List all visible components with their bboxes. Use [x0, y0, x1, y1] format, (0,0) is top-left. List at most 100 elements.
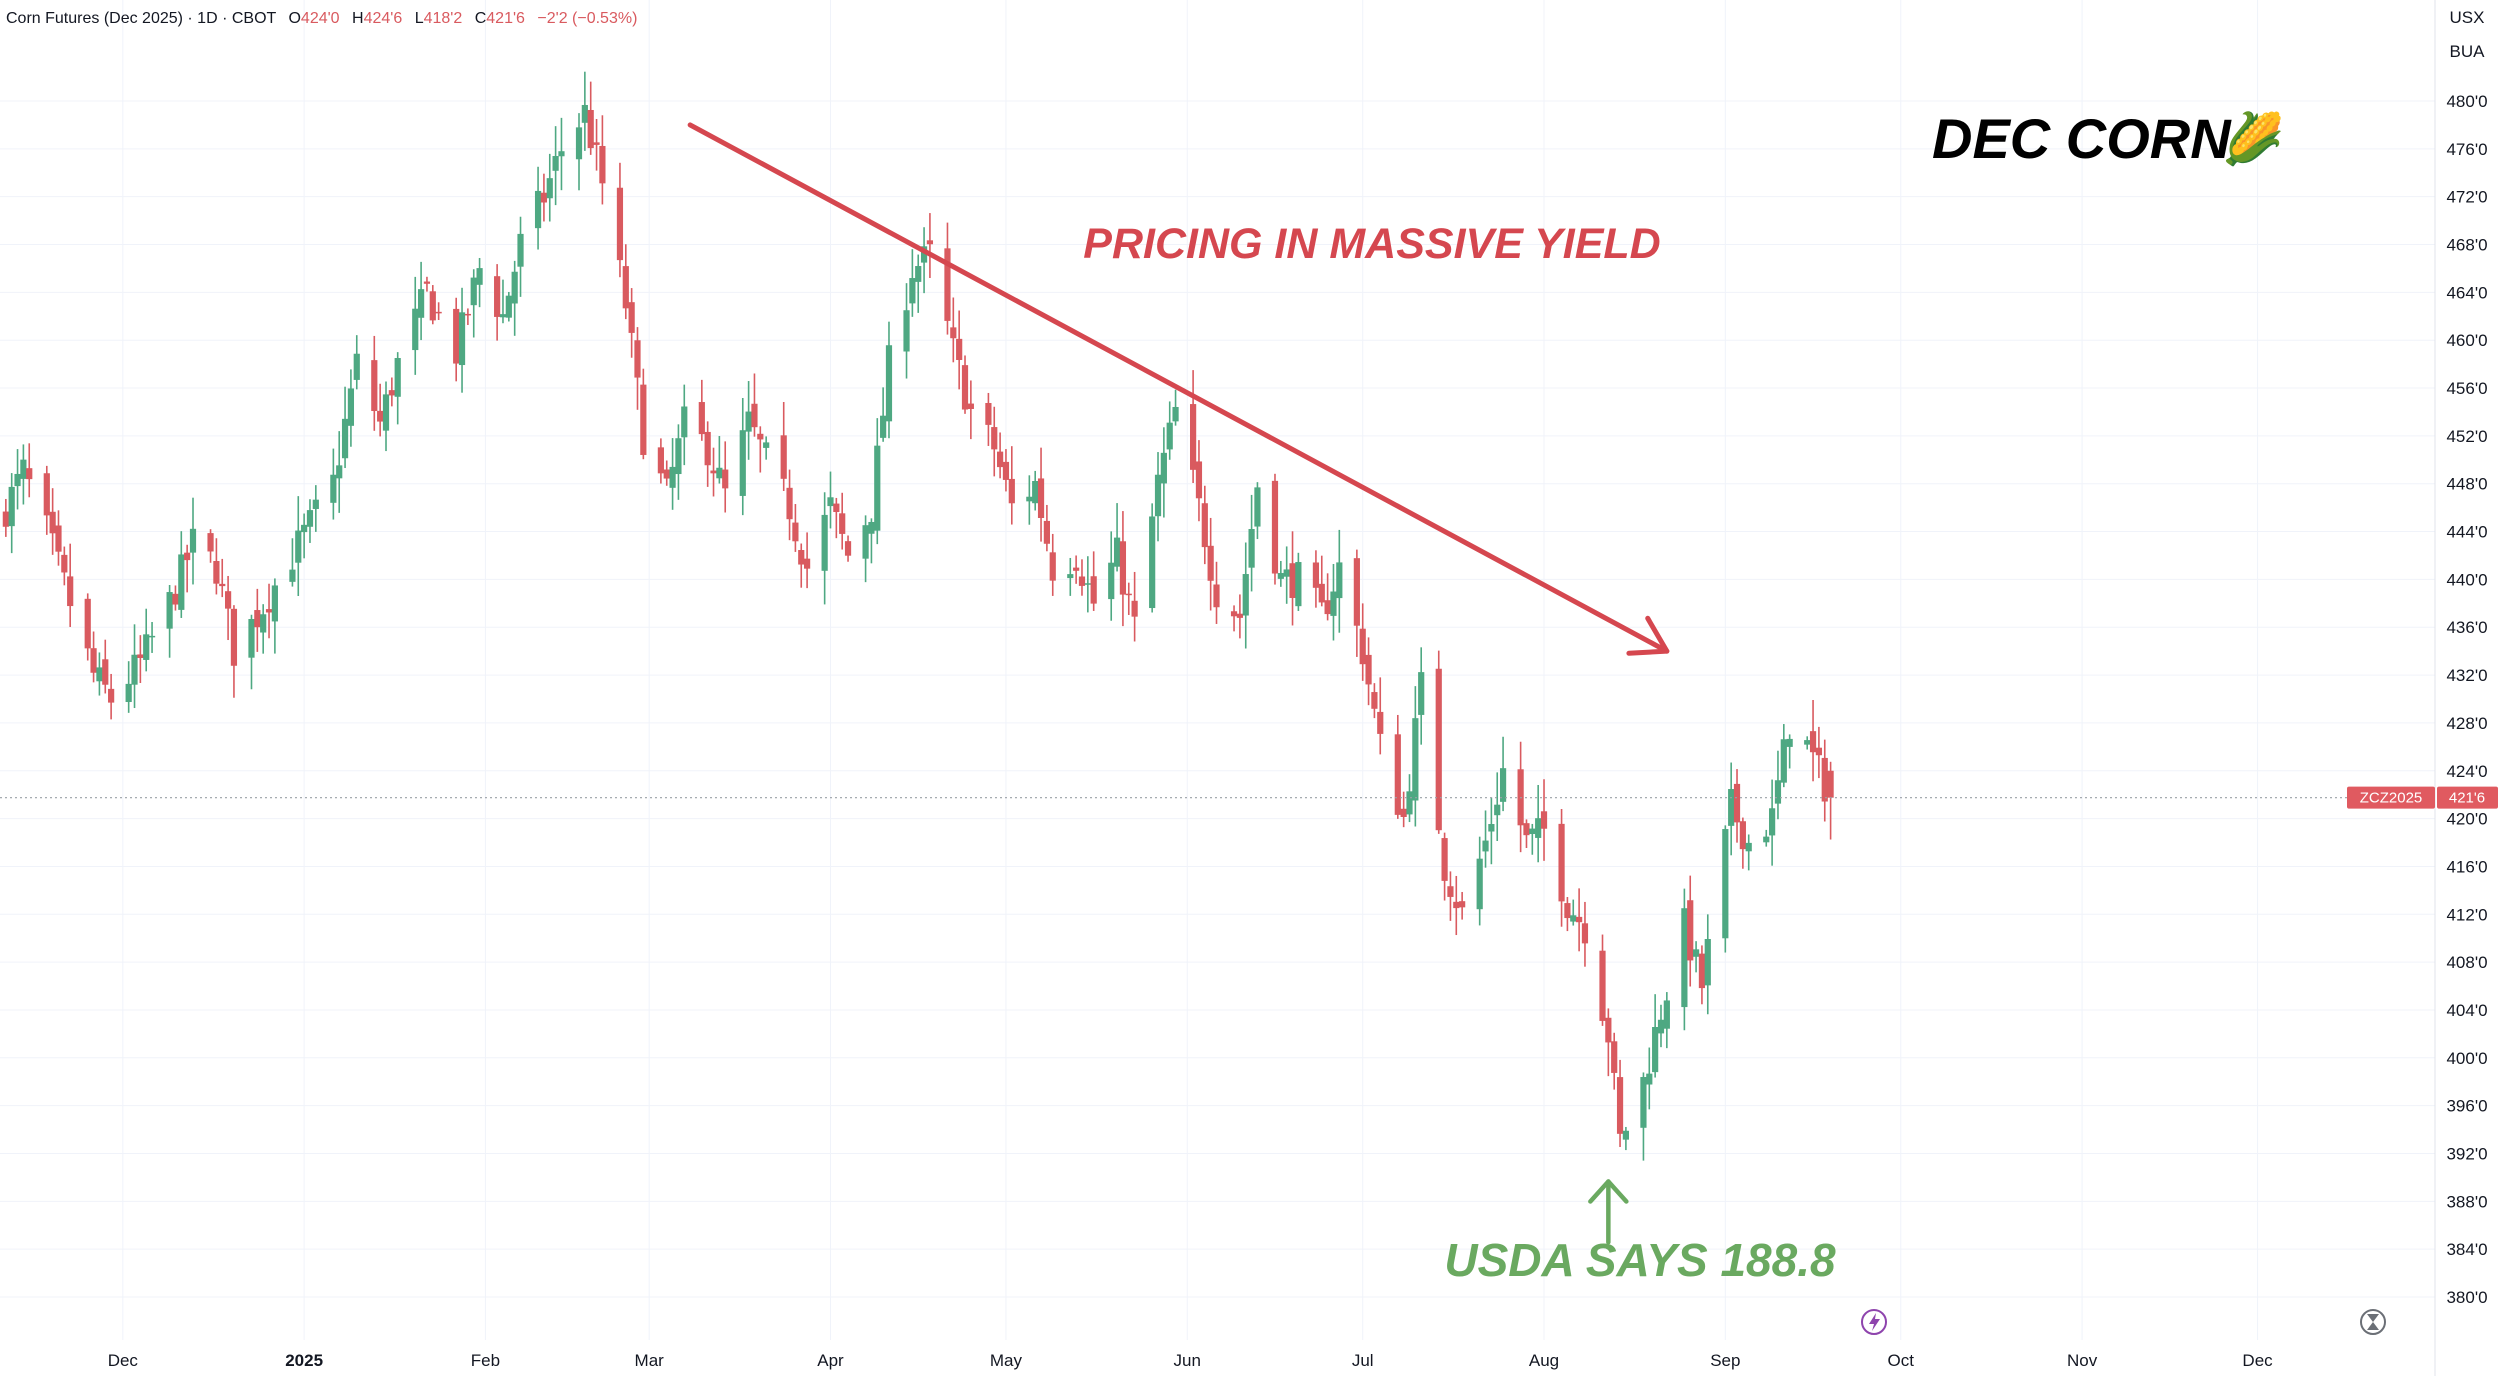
candle-body	[131, 654, 138, 685]
candle-body	[1236, 613, 1243, 618]
candle-body	[1698, 953, 1706, 989]
candle-body	[1488, 824, 1495, 832]
candle-body	[394, 358, 401, 397]
candle-body	[1090, 576, 1097, 604]
candle-body	[388, 390, 395, 396]
x-tick-label: May	[990, 1351, 1023, 1370]
x-tick-label: Mar	[635, 1351, 665, 1370]
candle-body	[751, 403, 758, 428]
candle-body	[1108, 562, 1115, 600]
y-tick-label: 400'0	[2446, 1049, 2487, 1068]
hourglass-icon[interactable]	[2360, 1309, 2386, 1335]
candle-body	[985, 402, 992, 425]
y-tick-label: 480'0	[2446, 92, 2487, 111]
candle-body	[1652, 1027, 1659, 1073]
y-tick-label: 436'0	[2446, 618, 2487, 637]
candle-body	[1365, 654, 1372, 685]
flash-icon[interactable]	[1861, 1309, 1887, 1335]
time-axis[interactable]: Dec 2025 Feb Mar Apr May Jun Jul Aug Sep Oct Nov Dec	[108, 1351, 2273, 1370]
candles	[2, 71, 1834, 1161]
candle-body	[967, 403, 974, 409]
candle-body	[546, 178, 553, 199]
candle-body	[1663, 1000, 1670, 1029]
candle-body	[49, 511, 56, 534]
candle-body	[634, 340, 641, 378]
candle-body	[1499, 768, 1507, 802]
candle-body	[1073, 567, 1080, 571]
candle-body	[1476, 858, 1483, 910]
candle-body	[1657, 1019, 1665, 1034]
candle-body	[1295, 562, 1302, 607]
candle-body	[137, 654, 144, 658]
candle-body	[1692, 949, 1700, 957]
usda-arrowhead	[1588, 1179, 1629, 1204]
candle-body	[1172, 406, 1179, 422]
candle-body	[1827, 770, 1834, 798]
candle-body	[839, 513, 846, 534]
candle-body	[1739, 821, 1746, 850]
candle-body	[885, 345, 893, 422]
candle-body	[230, 608, 238, 666]
candle-body	[1570, 915, 1577, 922]
candle-body	[108, 688, 115, 703]
candle-body	[1371, 692, 1378, 709]
chart-legend: Corn Futures (Dec 2025) · 1D · CBOT O424…	[6, 10, 637, 27]
candle-body	[1804, 740, 1811, 745]
x-tick-label: 2025	[285, 1351, 323, 1370]
price-axis[interactable]: 380'0 384'0 388'0 392'0 396'0 400'0 404'0 408'0…	[2446, 92, 2487, 1307]
candle-body	[382, 394, 390, 431]
candle-body	[61, 554, 68, 573]
candle-body	[1154, 474, 1162, 517]
candle-body	[2, 511, 9, 527]
y-tick-label: 416'0	[2446, 857, 2487, 876]
candle-body	[1769, 808, 1776, 836]
candle-body	[1166, 422, 1173, 450]
y-tick-label: 396'0	[2446, 1097, 2487, 1116]
candle-body	[575, 127, 583, 160]
y-tick-label: 448'0	[2446, 475, 2487, 494]
candle-body	[1646, 1073, 1653, 1085]
candle-body	[552, 156, 559, 171]
candle-body	[1190, 404, 1197, 470]
candle-body	[435, 311, 442, 314]
candle-body	[1564, 903, 1571, 919]
candle-body	[821, 514, 828, 571]
candle-body	[511, 271, 518, 304]
candle-body	[1435, 668, 1442, 831]
candle-body	[1687, 900, 1694, 961]
x-tick-label: Aug	[1529, 1351, 1559, 1370]
low-label: L	[415, 10, 424, 27]
candle-body	[330, 474, 337, 503]
candle-body	[622, 266, 629, 309]
candle-body	[1523, 823, 1530, 836]
close-label: C	[475, 10, 487, 27]
x-tick-label: Jun	[1174, 1351, 1201, 1370]
candle-body	[1704, 939, 1711, 986]
candle-body	[1447, 886, 1454, 897]
candle-body	[143, 634, 150, 660]
candle-body	[792, 522, 799, 542]
unit-label: BUA	[2450, 42, 2486, 61]
candle-body	[1359, 628, 1366, 665]
candle-body	[371, 360, 378, 412]
candle-body	[663, 469, 670, 479]
candle-body	[1400, 808, 1407, 818]
y-tick-label: 388'0	[2446, 1192, 2487, 1211]
candle-body	[289, 569, 296, 582]
candle-body	[745, 411, 752, 432]
candle-body	[1377, 711, 1384, 734]
x-tick-label: Apr	[817, 1351, 844, 1370]
y-tick-label: 452'0	[2446, 427, 2487, 446]
candle-body	[1119, 541, 1127, 595]
candle-body	[1318, 583, 1325, 603]
candle-body	[786, 487, 793, 520]
x-tick-label: Dec	[2242, 1351, 2273, 1370]
candle-body	[219, 583, 226, 587]
open-label: O	[288, 10, 300, 27]
corn-emoji-icon: 🌽	[2222, 109, 2284, 168]
candle-body	[14, 473, 21, 487]
grid	[0, 0, 2435, 1340]
candle-body	[271, 585, 278, 622]
